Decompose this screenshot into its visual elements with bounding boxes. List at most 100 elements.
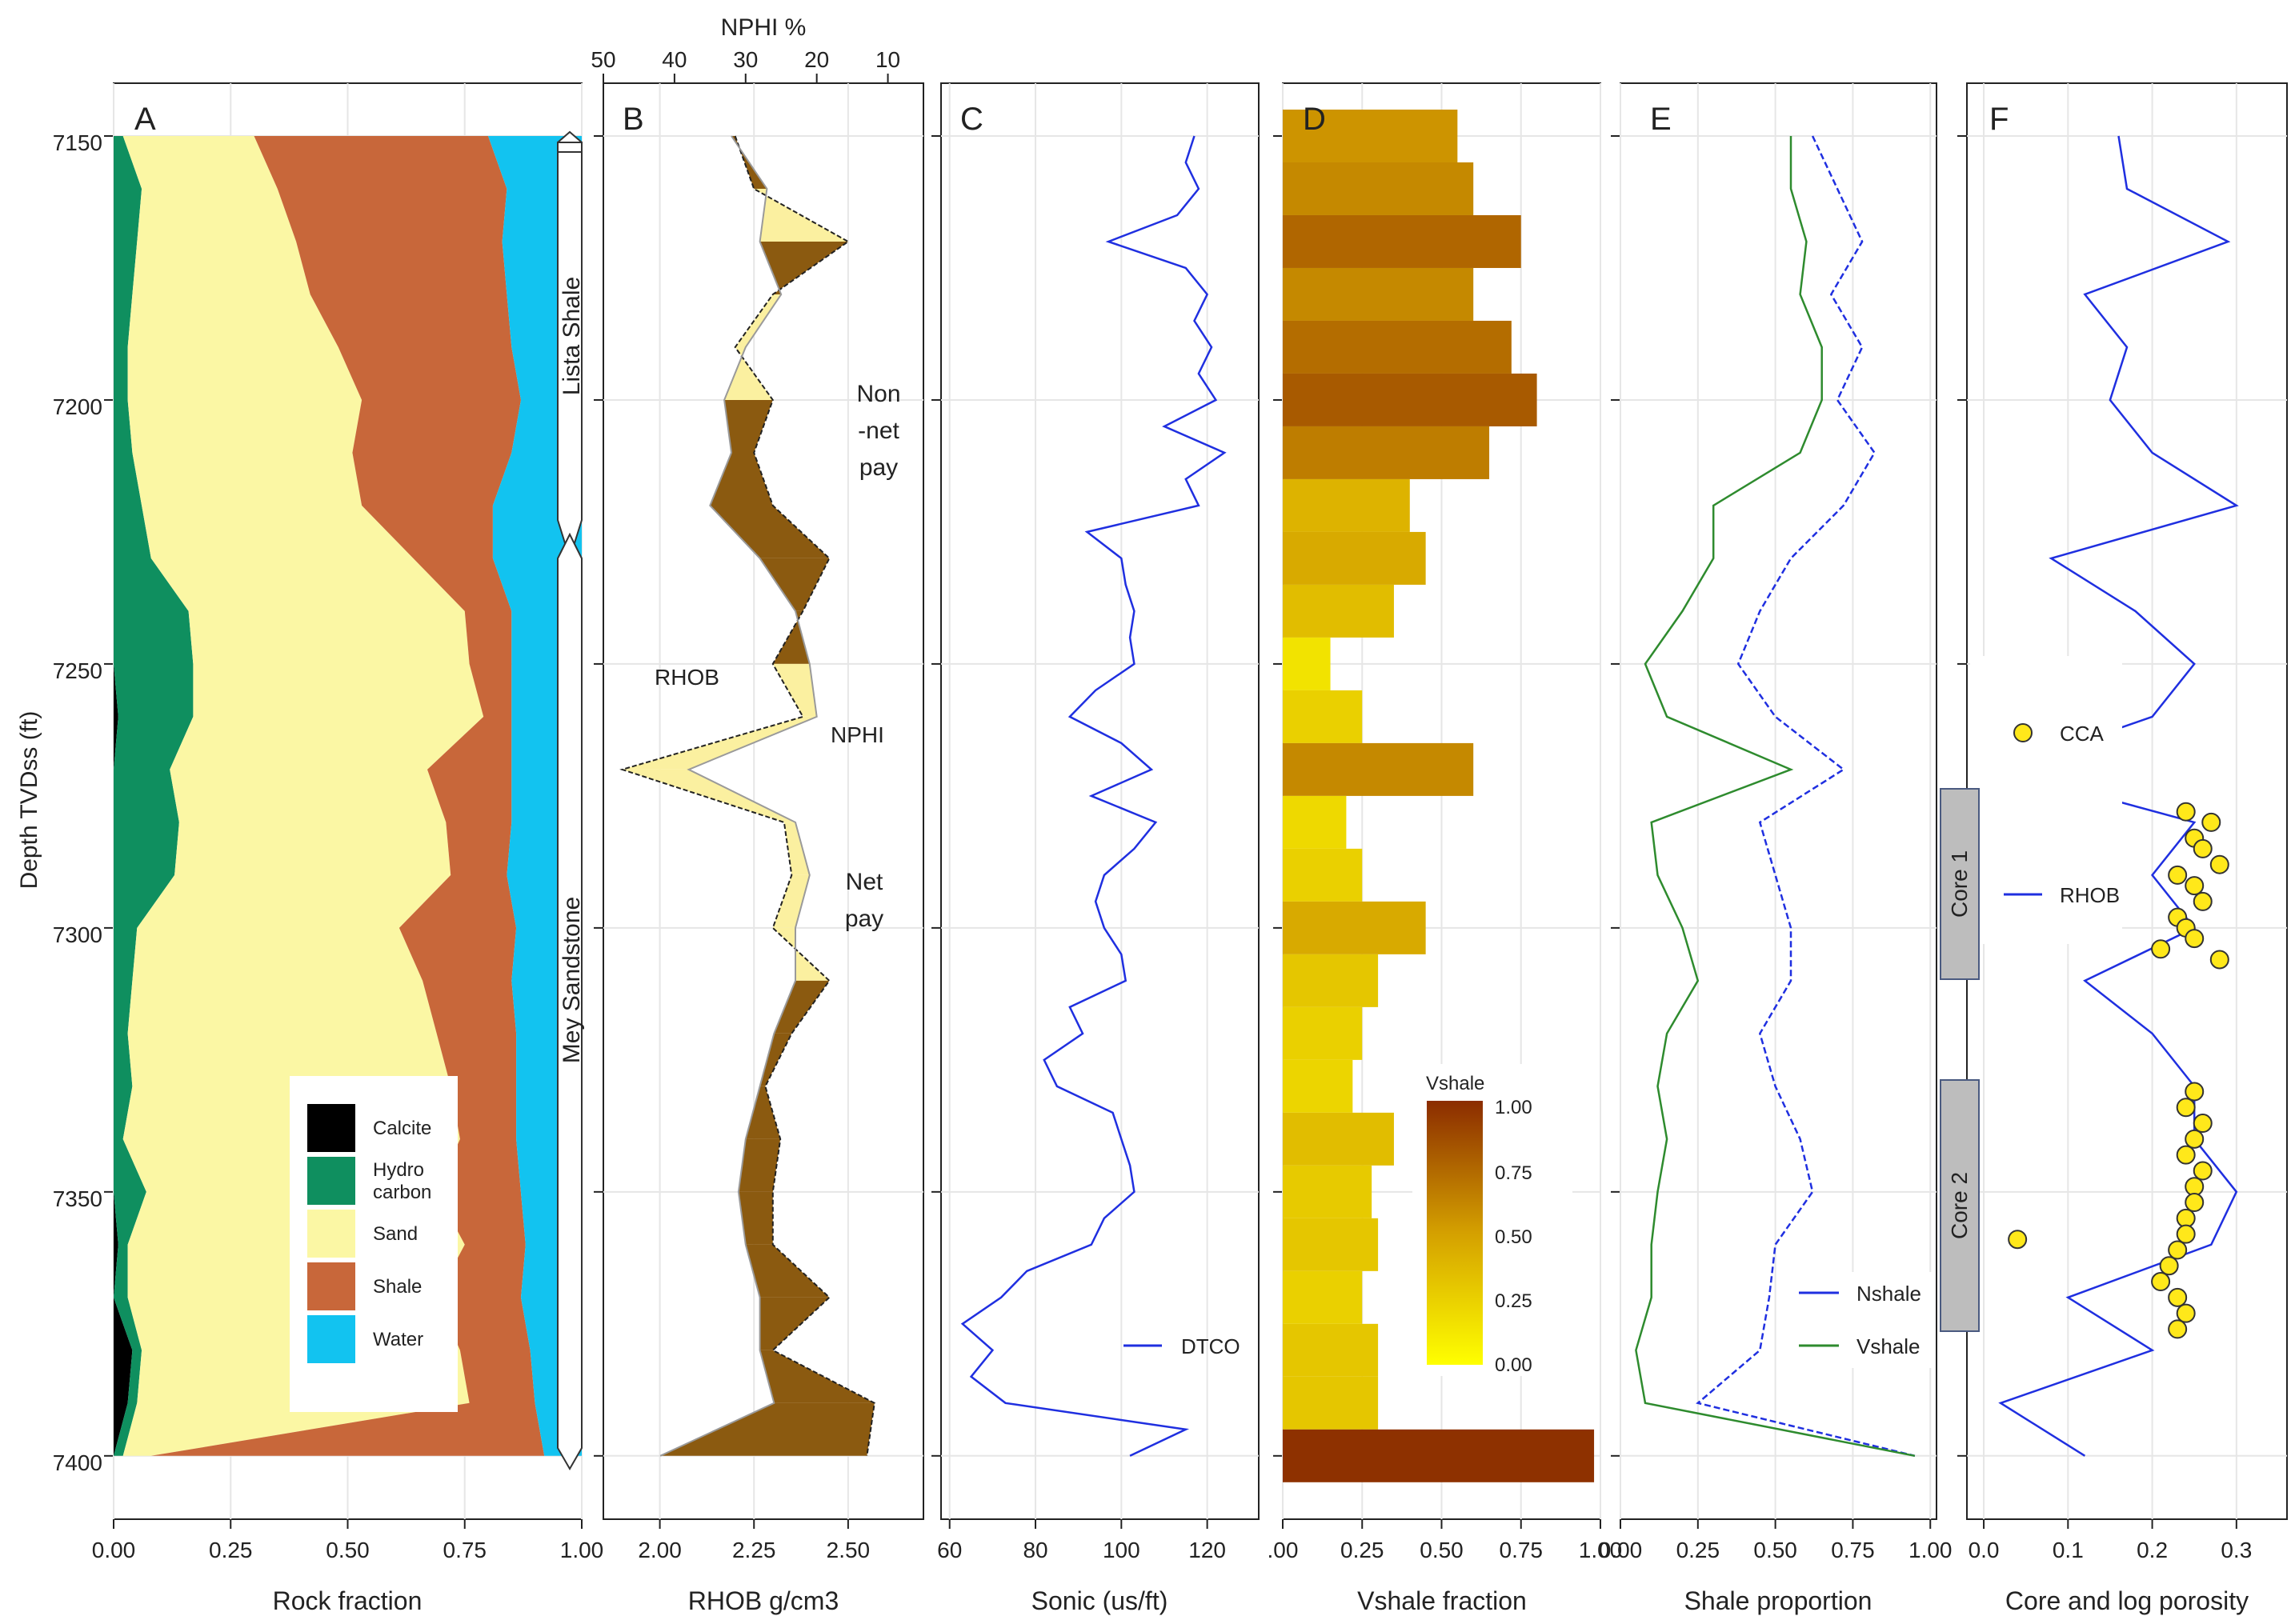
depth-axis: 7150 7200 7250 7300 7350 7400 — [53, 130, 102, 1475]
panel-b-xticks: 2.00 2.25 2.50 — [638, 1519, 870, 1562]
nonnet-pay-label-2: -net — [858, 418, 899, 444]
x-tick-label: 60 — [937, 1538, 962, 1562]
vshale-bar — [1283, 795, 1347, 849]
panel-f-xlabel: Core and log porosity — [2005, 1586, 2249, 1615]
panel-c: C 60 80 100 120 Sonic (us/ft) DTCO — [931, 82, 1260, 1615]
panel-c-xticks: 60 80 100 120 — [937, 1519, 1226, 1562]
legend-label: Calcite — [373, 1118, 431, 1139]
panel-c-xlabel: Sonic (us/ft) — [1031, 1586, 1168, 1615]
depth-tick-7300: 7300 — [53, 922, 102, 947]
crossover-fill — [745, 1086, 781, 1139]
cca-point — [2168, 1319, 2188, 1339]
cca-point — [2201, 812, 2221, 832]
x-tick-label: 0.75 — [1831, 1538, 1875, 1562]
crossover-fill — [735, 294, 782, 347]
lista-shale-arrow — [557, 130, 583, 562]
crossover-fill — [759, 558, 830, 611]
panel-b-grid — [594, 83, 923, 1519]
vshale-bar — [1283, 637, 1331, 690]
vshale-bar — [1283, 162, 1474, 215]
crossover-fill — [745, 1244, 830, 1298]
cca-point — [2193, 891, 2213, 911]
vshale-colorbar: Vshale 1.00 0.75 0.50 0.25 0.00 — [1412, 1064, 1572, 1376]
dtco-curve — [960, 135, 1227, 1457]
mey-sandstone-arrow — [557, 532, 583, 1471]
vshale-bar — [1283, 531, 1426, 585]
top-tick-label: 50 — [591, 47, 615, 72]
nonnet-pay-label-3: pay — [859, 454, 898, 481]
legend-label: Sand — [373, 1223, 418, 1245]
core-markers: Core 1 Core 2 — [1940, 788, 1980, 1332]
colorbar-tick-075: 0.75 — [1495, 1162, 1532, 1184]
crossover-fill — [710, 452, 773, 506]
x-tick-label: 0.25 — [209, 1538, 253, 1562]
panel-b-top-xlabel: NPHI % — [721, 14, 807, 41]
panel-b-curves — [619, 135, 875, 1457]
cca-point — [2193, 1114, 2213, 1134]
panel-c-grid — [931, 83, 1259, 1519]
x-tick-label: 0.50 — [1753, 1538, 1797, 1562]
x-tick-label: 0.25 — [1340, 1538, 1384, 1562]
crossover-fill — [772, 874, 810, 928]
crossover-fill — [772, 663, 817, 717]
legend-label: Hydro — [373, 1159, 424, 1181]
panel-a: A 0.00 0.25 0.50 0.75 1.00 Rock fraction Lis… — [92, 82, 603, 1615]
legend-swatch-water — [307, 1315, 355, 1363]
nonnet-pay-label-1: Non — [856, 381, 900, 407]
panel-b-xlabel: RHOB g/cm3 — [688, 1586, 839, 1615]
legend-label: Shale — [373, 1276, 422, 1298]
cca-point — [2209, 950, 2229, 970]
depth-tick-7350: 7350 — [53, 1186, 102, 1211]
crossover-fill — [772, 610, 810, 664]
colorbar-tick-025: 0.25 — [1495, 1290, 1532, 1312]
cca-point — [2168, 865, 2188, 885]
vshale-curve — [1635, 136, 1916, 1458]
panel-d-letter: D — [1303, 102, 1326, 137]
x-tick-label: 0.00 — [1599, 1538, 1643, 1562]
x-tick-label: 1.00 — [1579, 1538, 1623, 1562]
vshale-bar — [1283, 320, 1512, 374]
crossover-fill — [759, 1350, 875, 1403]
panel-f-xticks: 0.0 0.1 0.2 0.3 — [1969, 1519, 2252, 1562]
cca-point — [2176, 802, 2196, 822]
x-tick-label: 100 — [1103, 1538, 1140, 1562]
nphi-curve — [659, 135, 818, 1457]
panel-f-legend-bg — [1970, 656, 2122, 944]
depth-tick-7250: 7250 — [53, 658, 102, 683]
vshale-bar — [1283, 1112, 1394, 1166]
crossover-fill — [724, 346, 773, 400]
panel-a-xticks: 0.00 0.25 0.50 0.75 1.00 — [92, 1519, 603, 1562]
panel-e-xlabel: Shale proportion — [1684, 1586, 1872, 1615]
vshale-legend-label: Vshale — [1856, 1334, 1921, 1358]
x-tick-label: 120 — [1188, 1538, 1226, 1562]
depth-tick-7200: 7200 — [53, 394, 102, 419]
area-calcite — [114, 136, 133, 1456]
vshale-bar — [1283, 584, 1394, 638]
cca-point — [2209, 854, 2229, 874]
cca-point — [2185, 1129, 2205, 1149]
top-tick-label: 30 — [733, 47, 758, 72]
crossover-fill — [622, 716, 817, 770]
rhob-curve-label: RHOB — [655, 665, 719, 690]
cca-point — [2193, 1161, 2213, 1181]
nphi-curve-label: NPHI — [831, 722, 884, 747]
cca-legend-label: CCA — [2060, 722, 2105, 746]
vshale-bar — [1283, 742, 1474, 796]
colorbar-tick-050: 0.50 — [1495, 1226, 1532, 1248]
colorbar-title: Vshale — [1426, 1073, 1484, 1094]
mey-sandstone-label: Mey Sandstone — [559, 897, 585, 1063]
x-tick-label: 2.50 — [827, 1538, 871, 1562]
panel-b: B 2.00 2.25 2.50 50 40 30 20 10 NPHI % RHOB g/… — [591, 14, 924, 1615]
y-axis-label: Depth TVDss (ft) — [16, 711, 42, 890]
vshale-bar — [1283, 109, 1458, 162]
vshale-bar — [1283, 1323, 1379, 1377]
cca-point — [2185, 929, 2205, 949]
panel-c-letter: C — [960, 102, 983, 137]
crossover-fill — [738, 1138, 781, 1192]
panel-b-frame — [603, 82, 924, 1520]
core-1-label: Core 1 — [1947, 850, 1972, 918]
vshale-bar — [1283, 1218, 1379, 1271]
cca-point — [2176, 1208, 2196, 1228]
panel-e-legend: Nshale Vshale — [1791, 1272, 1932, 1368]
